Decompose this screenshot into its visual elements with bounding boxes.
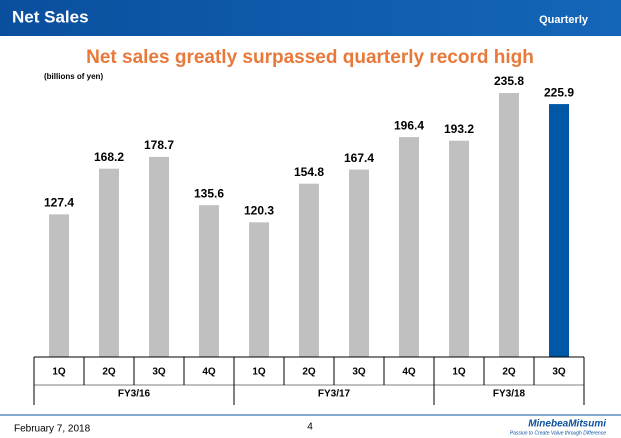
value-label: 193.2 xyxy=(444,122,474,136)
slogan: Passion to Create Value through Differen… xyxy=(510,430,606,436)
unit-label: (billions of yen) xyxy=(44,72,103,81)
value-label: 154.8 xyxy=(294,165,324,179)
value-label: 120.3 xyxy=(244,203,274,217)
x-tick-label: 3Q xyxy=(352,367,366,378)
x-tick-label: 1Q xyxy=(52,367,66,378)
value-label: 196.4 xyxy=(394,118,424,132)
group-label: FY3/16 xyxy=(118,389,151,400)
bar xyxy=(49,214,69,357)
bar xyxy=(199,205,219,357)
value-label: 167.4 xyxy=(344,151,374,165)
value-label: 135.6 xyxy=(194,186,224,200)
value-label: 168.2 xyxy=(94,150,124,164)
slide-title: Net Sales xyxy=(12,7,89,26)
group-label: FY3/17 xyxy=(318,389,351,400)
page-number: 4 xyxy=(307,422,313,433)
slide-tag: Quarterly xyxy=(539,14,589,26)
bar xyxy=(499,93,519,357)
bar xyxy=(399,137,419,357)
chart-title: Net sales greatly surpassed quarterly re… xyxy=(86,47,534,68)
x-tick-label: 1Q xyxy=(252,367,266,378)
header-bar xyxy=(0,0,621,36)
bar xyxy=(249,222,269,357)
bar xyxy=(99,168,119,357)
x-tick-label: 2Q xyxy=(302,367,316,378)
x-tick-label: 2Q xyxy=(502,367,516,378)
group-label: FY3/18 xyxy=(493,389,526,400)
brand: MinebeaMitsumi xyxy=(528,419,606,430)
x-tick-label: 1Q xyxy=(452,367,466,378)
x-tick-label: 3Q xyxy=(152,367,166,378)
x-tick-label: 2Q xyxy=(102,367,116,378)
bar xyxy=(299,183,319,357)
bar xyxy=(549,104,569,357)
x-tick-label: 3Q xyxy=(552,367,566,378)
footer-date: February 7, 2018 xyxy=(14,424,91,435)
value-label: 225.9 xyxy=(544,85,574,99)
x-tick-label: 4Q xyxy=(402,367,416,378)
x-tick-label: 4Q xyxy=(202,367,216,378)
value-label: 127.4 xyxy=(44,196,74,210)
bar xyxy=(149,156,169,357)
plot: 127.4 1Q 168.2 2Q 178.7 3Q 135.6 4Q FY3/16 120.3 1… xyxy=(33,74,585,405)
bar xyxy=(349,169,369,357)
value-label: 178.7 xyxy=(144,138,174,152)
bar xyxy=(449,140,469,357)
value-label: 235.8 xyxy=(494,74,524,88)
